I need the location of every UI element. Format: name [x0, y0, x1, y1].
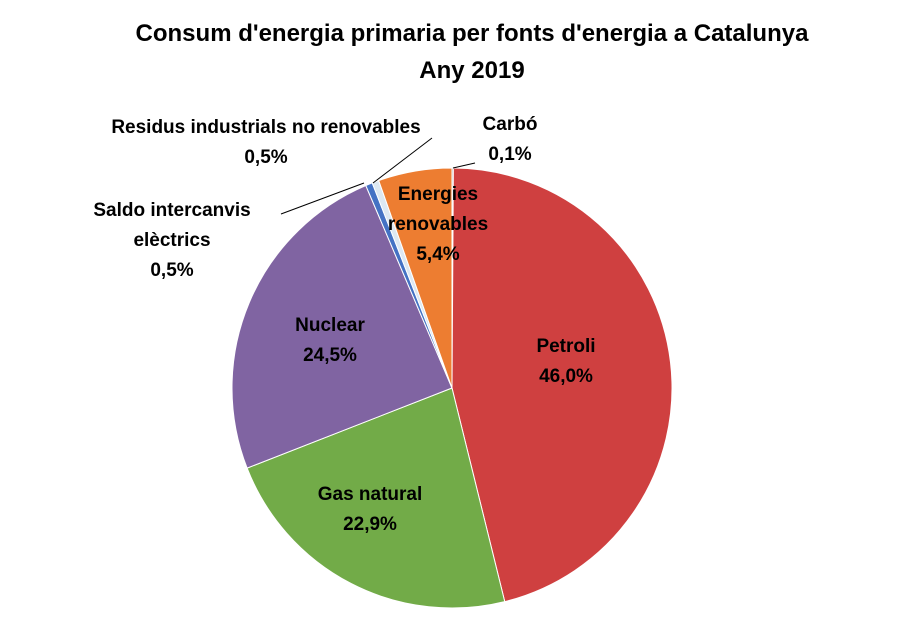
leader-line-carbo — [452, 162, 476, 169]
pie-slice-nuclear — [231, 184, 453, 469]
data-label-gas-natural: Gas natural 22,9% — [318, 484, 423, 535]
data-label-energies-renovables: Energies renovables 5,4% — [388, 184, 488, 265]
data-label-nuclear: Nuclear 24,5% — [295, 315, 365, 366]
slice-labels: Carbó 0,1% Petroli 46,0% Gas natural 22,9% Nuc… — [93, 114, 595, 535]
data-label-carbo: Carbó 0,1% — [483, 114, 538, 165]
leader-line-residus-industrials-no-renovables — [372, 137, 433, 184]
pie-slice-energies-renovables — [378, 167, 453, 389]
pie-slices — [231, 167, 673, 609]
data-label-petroli: Petroli 46,0% — [536, 336, 595, 387]
data-label-saldo-intercanvis-electrics: Saldo intercanvis elèctrics 0,5% — [93, 200, 250, 281]
chart-title: Consum d'energia primaria per fonts d'en… — [136, 20, 810, 47]
leader-line-saldo-intercanvis-electrics — [280, 182, 365, 215]
chart-subtitle: Any 2019 — [419, 57, 524, 84]
pie-slice-petroli — [451, 167, 673, 603]
leader-lines — [280, 137, 476, 215]
data-label-residus-industrials-no-renovables: Residus industrials no renovables 0,5% — [111, 117, 420, 168]
